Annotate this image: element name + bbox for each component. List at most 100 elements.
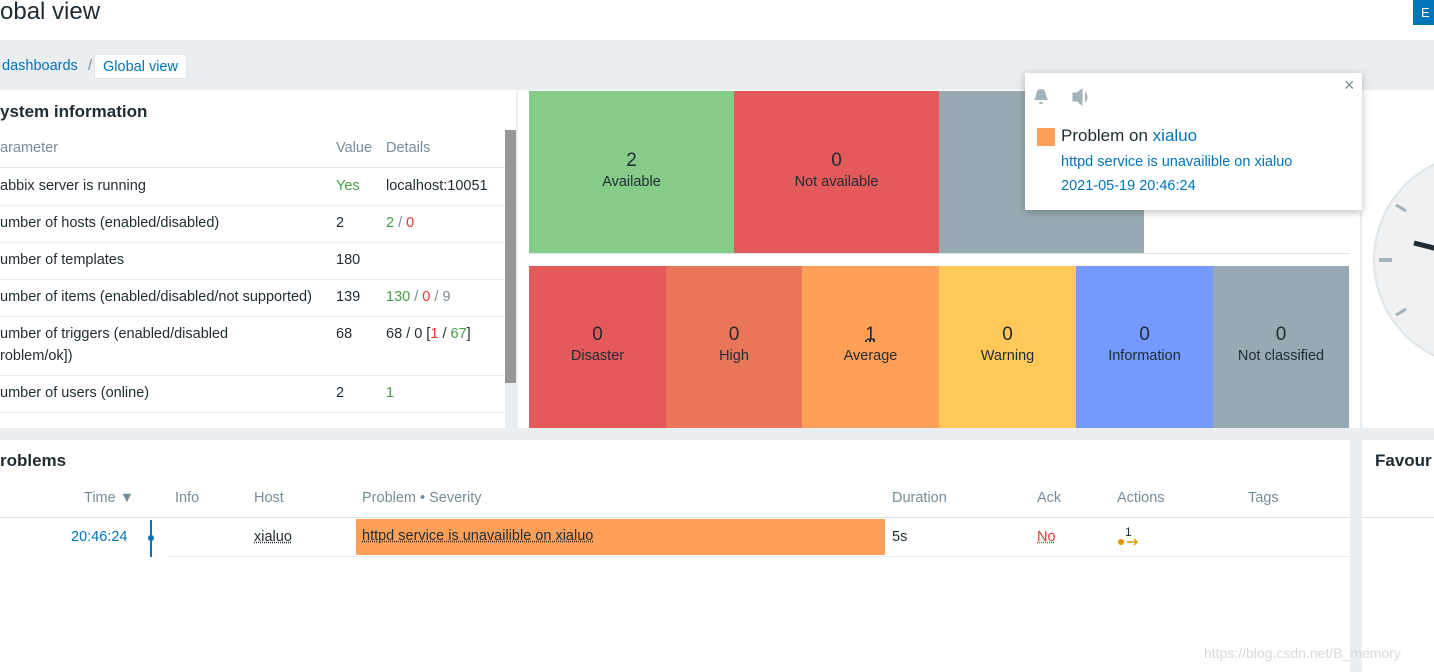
detail-part: 2 <box>386 215 395 231</box>
parameter: umber of triggers (enabled/disabled <box>0 326 229 342</box>
label: Not available <box>794 174 879 190</box>
detail-part: 0 <box>406 215 415 231</box>
severity-box[interactable]: 1 Average <box>802 266 939 428</box>
not-available-box[interactable]: 0 Not available <box>734 91 939 253</box>
value: 139 <box>336 289 361 305</box>
parameter: umber of users (online) <box>0 385 150 401</box>
column-header: Info <box>175 490 200 506</box>
divider <box>1362 517 1434 518</box>
detail-part: / <box>394 215 407 231</box>
close-button[interactable]: × <box>1344 75 1355 95</box>
severity-box[interactable]: 0 Information <box>1076 266 1213 428</box>
problem-link[interactable]: httpd service is unavailible on xialuo <box>1061 154 1293 170</box>
label: Available <box>602 174 661 190</box>
value: Yes <box>336 178 360 194</box>
value: 68 <box>336 326 353 342</box>
count: 0 <box>1275 324 1287 345</box>
detail-part: 1 <box>430 326 439 342</box>
widget-title: ystem information <box>0 102 148 121</box>
label: Information <box>1108 348 1181 364</box>
detail-part: 67 <box>450 326 467 342</box>
severity-box[interactable]: 0 Warning <box>939 266 1076 428</box>
column-header: Problem • Severity <box>362 490 482 506</box>
details: 68 / 0 [1 / 67] <box>386 326 471 342</box>
details: 1 <box>386 385 395 401</box>
popup-icons[interactable] <box>1033 87 1103 107</box>
parameter: roblem/ok]) <box>0 348 73 364</box>
page-title: obal view <box>0 0 101 25</box>
header: obal view E <box>0 0 1434 40</box>
watermark: https://blog.csdn.net/B_memory <box>1204 645 1401 661</box>
parameter: umber of items (enabled/disabled/not sup… <box>0 289 312 305</box>
row-divider <box>0 412 505 413</box>
details: localhost:10051 <box>386 178 488 194</box>
row-divider <box>168 556 1350 557</box>
host[interactable]: xialuo <box>254 529 292 545</box>
breadcrumb-current[interactable]: Global view <box>94 54 187 79</box>
details: 130 / 0 / 9 <box>386 289 451 305</box>
count: 0 <box>1002 324 1013 345</box>
column-header: Actions <box>1117 490 1165 506</box>
detail-part: / <box>410 289 423 305</box>
favourites-widget: Favour <box>1362 440 1434 672</box>
count: 1 <box>865 324 876 345</box>
breadcrumb-separator: / <box>88 58 93 74</box>
column-header: Host <box>254 490 284 506</box>
count: 0 <box>592 324 603 345</box>
count: 2 <box>626 150 637 171</box>
column-header: Duration <box>892 490 947 506</box>
heading-text: Problem on <box>1061 126 1148 145</box>
severity-box[interactable]: 0 High <box>666 266 802 428</box>
scrollbar[interactable] <box>505 130 516 428</box>
system-info-widget: ystem information arameter Value Details… <box>0 90 516 428</box>
clock-widget <box>1362 90 1434 428</box>
row-divider <box>0 167 505 168</box>
problems-widget: roblems Time ▼ Info Host Problem • Sever… <box>0 440 1350 672</box>
value: 180 <box>336 252 361 268</box>
available-box[interactable]: 2 Available <box>529 91 734 253</box>
ack[interactable]: No <box>1037 529 1056 545</box>
time-link[interactable]: 2021-05-19 20:46:24 <box>1061 178 1196 194</box>
actions-count[interactable]: 1 <box>1125 525 1132 539</box>
clock <box>1373 163 1434 357</box>
severity-square <box>1037 128 1055 146</box>
edit-button[interactable]: E <box>1413 0 1434 25</box>
row-divider <box>0 375 505 376</box>
label: Average <box>843 348 898 364</box>
column-header[interactable]: Time ▼ <box>84 490 135 506</box>
label: High <box>719 348 749 364</box>
parameter: abbix server is running <box>0 178 146 194</box>
header-divider <box>0 517 1350 518</box>
parameter: umber of templates <box>0 252 125 268</box>
value: 2 <box>336 385 345 401</box>
count: 0 <box>831 150 842 171</box>
count: 0 <box>728 324 740 345</box>
row-divider <box>0 205 505 206</box>
severity-box[interactable]: 0 Disaster <box>529 266 666 428</box>
label: Disaster <box>570 348 625 364</box>
problem-cell[interactable]: httpd service is unavailible on xialuo <box>356 519 885 555</box>
details: 2 / 0 <box>386 215 414 231</box>
host-link[interactable]: xialuo <box>1152 126 1198 145</box>
count: 0 <box>1139 324 1150 345</box>
detail-part: / <box>438 326 451 342</box>
row-divider <box>0 316 505 317</box>
parameter: umber of hosts (enabled/disabled) <box>0 215 220 231</box>
row-divider <box>0 279 505 280</box>
widget-title: roblems <box>0 451 67 470</box>
breadcrumb-link[interactable]: dashboards <box>2 58 78 74</box>
column-header: arameter <box>0 140 59 156</box>
duration: 5s <box>892 529 908 545</box>
time[interactable]: 20:46:24 <box>71 529 128 545</box>
detail-part: 9 <box>442 289 451 305</box>
value: 2 <box>336 215 345 231</box>
problem[interactable]: httpd service is unavailible on xialuo <box>362 528 594 544</box>
actions-icon[interactable] <box>1117 536 1141 548</box>
detail-part: ] <box>466 326 471 342</box>
detail-part: 0 <box>422 289 431 305</box>
severity-box[interactable]: 0 Not classified <box>1213 266 1349 428</box>
detail-part: 130 <box>386 289 411 305</box>
detail-part: 68 / 0 [ <box>386 326 431 342</box>
popup-heading: Problem on xialuo <box>1061 126 1197 146</box>
